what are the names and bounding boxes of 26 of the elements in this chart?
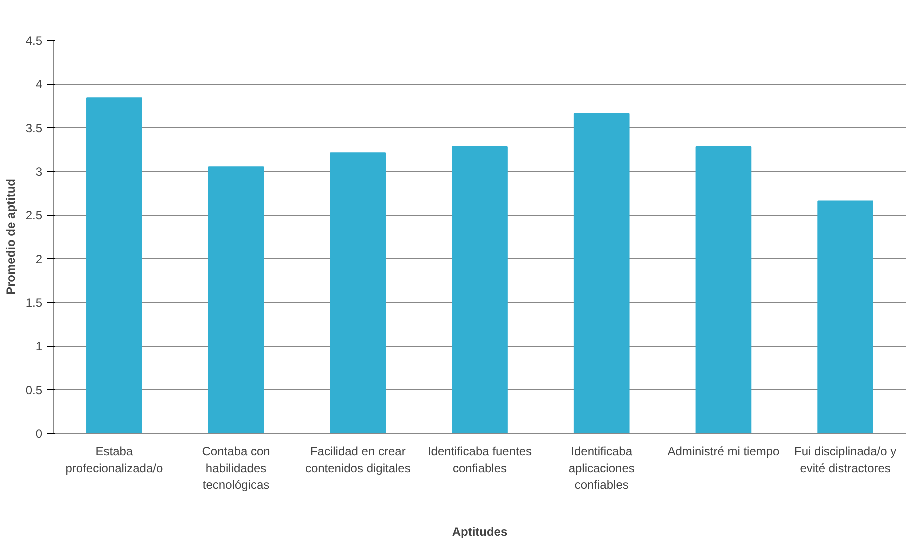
bar	[696, 146, 752, 434]
y-tick-label: 1.5	[26, 296, 43, 310]
bar	[330, 152, 386, 434]
y-tick-label: 1	[36, 340, 43, 354]
y-tick-label: 2	[36, 252, 43, 266]
bar	[452, 146, 508, 434]
bar	[818, 200, 874, 434]
bar	[86, 98, 142, 434]
y-tick-label: 4.5	[26, 34, 43, 48]
x-axis-title: Aptitudes	[452, 525, 508, 540]
y-tick-label: 3.5	[26, 121, 43, 136]
y-tick-label: 0	[36, 427, 43, 441]
y-axis-title: Promedio de aptitud	[4, 178, 18, 295]
y-tick-label: 0.5	[26, 383, 43, 398]
bar	[208, 166, 264, 434]
x-tick-label: Estaba profecionalizada/o	[66, 444, 164, 476]
y-tick-label: 2.5	[26, 208, 43, 223]
x-tick-label: Identificaba fuentes confiables	[428, 444, 532, 476]
x-tick-label: Identificaba aplicaciones confiables	[568, 444, 635, 492]
y-tick-label: 3	[36, 165, 43, 179]
x-tick-label: Facilidad en crear contenidos digitales	[305, 444, 411, 476]
x-tick-label: Contaba con habilidades tecnológicas	[202, 444, 270, 492]
x-tick-label: Fui disciplinada/o y evité distractores	[794, 444, 897, 476]
x-tick-label: Administré mi tiempo	[668, 444, 780, 458]
y-tick-label: 4	[36, 78, 43, 92]
bar	[574, 113, 630, 434]
